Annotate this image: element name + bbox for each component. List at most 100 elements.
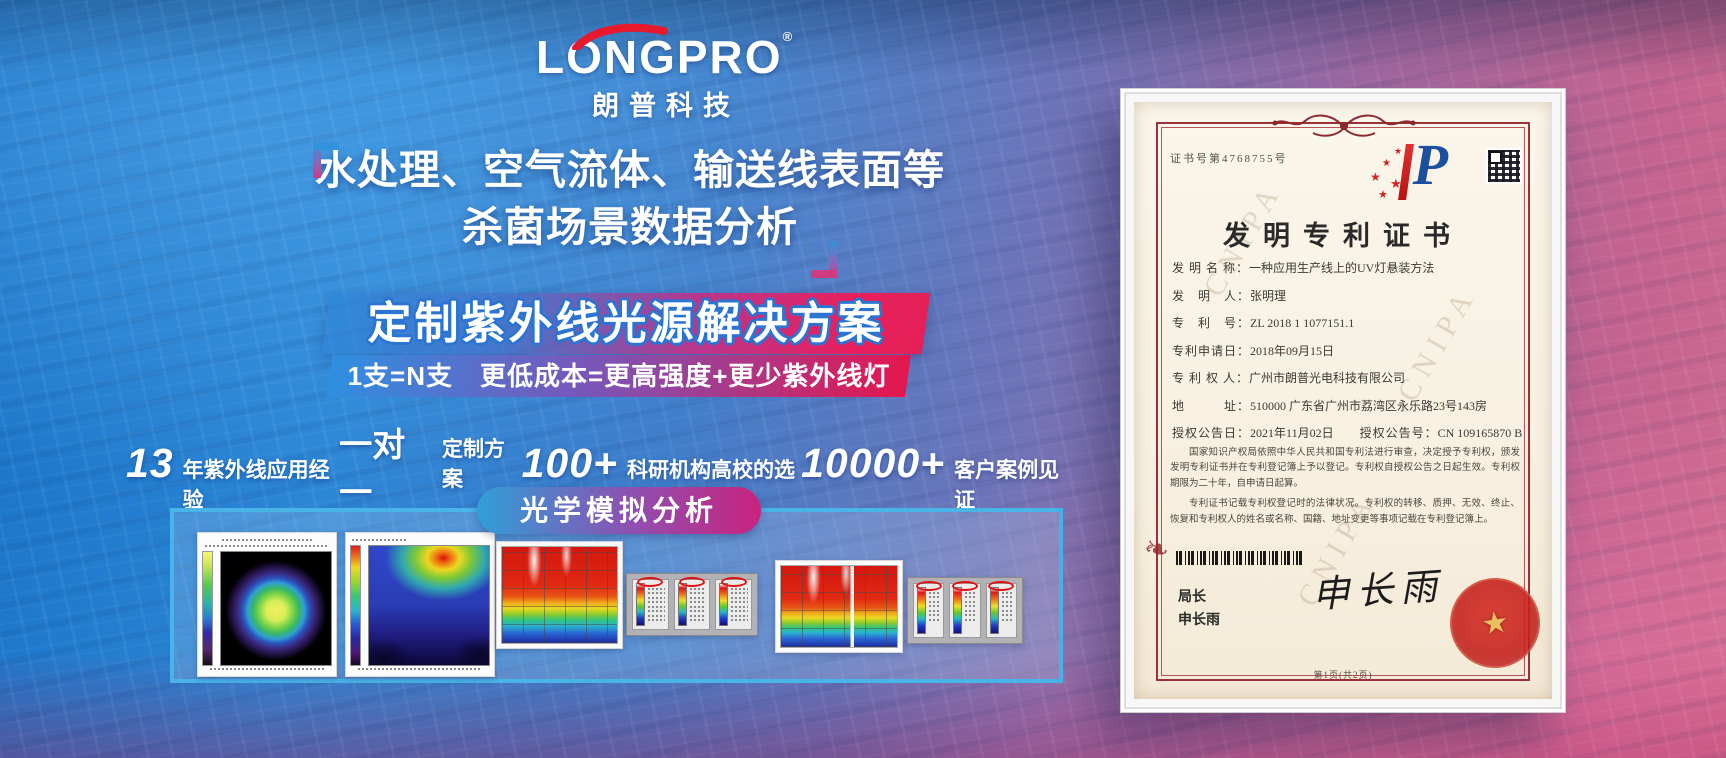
- heatmap-plot: [220, 551, 332, 666]
- field-invention-name: 发 明 名 称：一种应用生产线上的UV灯悬装方法: [1172, 262, 1528, 275]
- stat-value: 一对一: [339, 426, 406, 511]
- barcode: [1176, 551, 1302, 565]
- field-value: CN 109165870 B: [1437, 426, 1523, 440]
- field-label: 专 利 号：: [1172, 316, 1251, 330]
- colorbar: [636, 583, 645, 626]
- surface-dose-gridded-map: [496, 541, 623, 649]
- simulation-gallery-box: [170, 508, 1063, 683]
- field-application-date: 专利申请日：2018年09月15日: [1172, 343, 1528, 358]
- field-label: 发 明 人：: [1172, 288, 1251, 303]
- registered-mark: ®: [782, 29, 795, 44]
- stats-row: 13 年紫外线应用经验 一对一 定制方案 100+ 科研机构高校的选择 1000…: [126, 418, 1066, 514]
- field-value: 张明理: [1250, 288, 1287, 303]
- legend-scale: [715, 577, 753, 630]
- cnipa-logo: P ★ ★ ★ ★ ★: [1370, 136, 1452, 214]
- field-grant-no: 授权公告号：CN 109165870 B: [1360, 427, 1523, 440]
- headline-line2: 杀菌场景数据分析: [462, 203, 798, 250]
- star-icon: ★: [1370, 170, 1381, 184]
- field-value: 一种应用生产线上的UV灯悬装方法: [1249, 261, 1435, 275]
- headline-line1: 水处理、空气流体、输送线表面等: [315, 147, 945, 193]
- stat-institutions: 100+ 科研机构高校的选择: [522, 440, 802, 514]
- heatmap-plot: [501, 546, 618, 644]
- field-value: 2021年11月02日: [1250, 426, 1334, 440]
- qr-code: [1486, 148, 1522, 184]
- field-label: 专 利 权 人：: [1172, 371, 1250, 385]
- logo-swoosh-icon: [572, 23, 668, 50]
- legend-scale: [913, 581, 945, 638]
- stat-value: 100+: [521, 440, 618, 486]
- field-label: 授权公告号：: [1359, 426, 1438, 440]
- field-value: ZL 2018 1 1077151.1: [1250, 316, 1355, 330]
- solution-banner-title: 定制紫外线光源解决方案: [367, 299, 885, 348]
- quote-close-icon: [807, 242, 837, 278]
- patent-certificate-frame: CNIPA CNIPA CNIPA 证书号第4768755号 P ★ ★: [1120, 88, 1566, 713]
- stat-one-on-one: 一对一 定制方案: [339, 418, 521, 514]
- colorbar: [917, 587, 926, 634]
- colorbar: [202, 551, 213, 666]
- legend-scale: [985, 581, 1017, 638]
- certificate-page-footer: 第1页(共2页): [1313, 670, 1373, 680]
- stat-value: 10000+: [801, 440, 946, 486]
- director-block: 局长 申长雨: [1178, 586, 1220, 632]
- field-value: 2018年09月15日: [1250, 343, 1335, 358]
- heatmap-plot: [780, 565, 898, 648]
- star-icon: ★: [1378, 189, 1388, 201]
- certificate-number: 证书号第4768755号: [1170, 153, 1288, 165]
- cnipa-logo-p: P: [1412, 132, 1448, 197]
- certificate-fields: 发 明 名 称：一种应用生产线上的UV灯悬装方法 发 明 人：张明理 专 利 号…: [1172, 262, 1528, 455]
- stat-cases: 10000+ 客户案例见证: [801, 440, 1066, 514]
- field-inventor: 发 明 人：张明理: [1172, 288, 1528, 303]
- highlight-oval-icon: [915, 581, 942, 591]
- colorbar: [719, 583, 729, 626]
- star-icon: ★: [1394, 146, 1403, 156]
- director-title: 局长: [1178, 590, 1206, 605]
- colorbar: [677, 583, 687, 626]
- solution-banner: 定制紫外线光源解决方案 1支=N支 更低成本=更高强度+更少紫外线灯: [321, 293, 931, 397]
- stat-label: 年紫外线应用经验: [182, 459, 330, 512]
- field-grant-date: 授权公告日：2021年11月02日: [1172, 427, 1334, 440]
- highlight-oval-icon: [988, 581, 1015, 591]
- highlight-oval-icon: [720, 577, 747, 587]
- stat-experience: 13 年紫外线应用经验: [126, 440, 339, 514]
- patent-certificate: CNIPA CNIPA CNIPA 证书号第4768755号 P ★ ★: [1134, 102, 1552, 699]
- surface-dose-gridded-map-wide: [775, 560, 903, 653]
- colorbar: [953, 587, 963, 634]
- solution-banner-main: 定制紫外线光源解决方案: [321, 293, 931, 354]
- legend-scale: [949, 581, 981, 638]
- legal-paragraph-1: 国家知识产权局依照中华人民共和国专利法进行审查，决定授予专利权，颁发发明专利证书…: [1170, 448, 1520, 489]
- certificate-title: 发明专利证书: [1223, 221, 1463, 251]
- highlight-oval-icon: [951, 581, 978, 591]
- field-label: 专利申请日：: [1172, 343, 1251, 358]
- colorbar: [989, 587, 999, 634]
- stochastic-irradiance-map: [345, 532, 495, 677]
- solution-banner-subtitle: 1支=N支 更低成本=更高强度+更少紫外线灯: [347, 361, 891, 391]
- field-value: 广州市朗普光电科技有限公司: [1249, 371, 1406, 385]
- director-name: 申长雨: [1178, 613, 1220, 629]
- stat-value: 13: [126, 440, 174, 486]
- headline: 水处理、空气流体、输送线表面等 杀菌场景数据分析: [295, 142, 965, 278]
- field-label: 授权公告日：: [1172, 426, 1251, 440]
- field-patentee: 专 利 权 人：广州市朗普光电科技有限公司: [1172, 372, 1528, 385]
- legend-scale-set-2: [907, 577, 1023, 644]
- quote-open-icon: [313, 142, 343, 178]
- ornamental-flourish-icon: [1272, 114, 1416, 137]
- national-emblem-icon: ★: [1479, 604, 1511, 642]
- field-value: 510000 广东省广州市荔湾区永乐路23号143房: [1250, 398, 1488, 413]
- legend-scale-set-1: [626, 573, 758, 636]
- field-patent-no: 专 利 号：ZL 2018 1 1077151.1: [1172, 317, 1528, 330]
- star-icon: ★: [1390, 176, 1402, 191]
- highlight-oval-icon: [637, 577, 664, 587]
- highlight-oval-icon: [679, 577, 705, 587]
- beam-profile-blob-map: [197, 532, 337, 677]
- heatmap-plot: [368, 545, 490, 666]
- stat-label: 定制方案: [442, 438, 506, 491]
- star-icon: ★: [1382, 158, 1391, 169]
- certificate-legal-text: 国家知识产权局依照中华人民共和国专利法进行审查，决定授予专利权，颁发发明专利证书…: [1170, 446, 1520, 533]
- field-label: 发 明 名 称：: [1172, 261, 1250, 275]
- brand-logo: LONGPRO® 朗普科技: [536, 23, 792, 123]
- brand-name-chinese: 朗普科技: [592, 91, 740, 121]
- solution-banner-strip: 1支=N支 更低成本=更高强度+更少紫外线灯: [327, 355, 911, 397]
- colorbar: [350, 545, 361, 666]
- stat-label: 客户案例见证: [954, 459, 1060, 512]
